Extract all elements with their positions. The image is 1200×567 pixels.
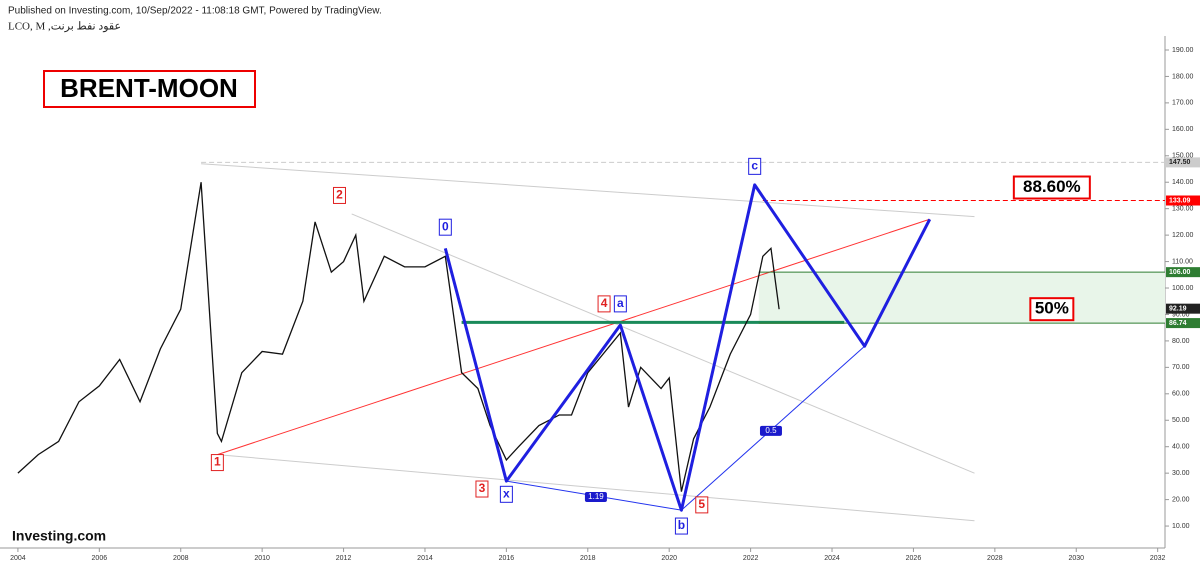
level-label: 92.19	[1169, 306, 1187, 313]
y-tick-label: 70.00	[1172, 364, 1190, 371]
title-box	[43, 70, 256, 108]
y-tick-label: 130.00	[1172, 206, 1194, 213]
point-label: b	[678, 518, 685, 532]
y-tick-label: 170.00	[1172, 100, 1194, 107]
y-tick-label: 140.00	[1172, 179, 1194, 186]
point-label-box	[438, 218, 452, 236]
chart-title: BRENT-MOON	[60, 73, 238, 103]
point-label-box	[674, 517, 688, 535]
point-label-box	[210, 454, 224, 472]
y-tick-label: 10.00	[1172, 523, 1190, 530]
point-label-box	[748, 157, 762, 175]
y-tick-label: 60.00	[1172, 391, 1190, 398]
y-tick-label: 80.00	[1172, 338, 1190, 345]
y-tick-label: 30.00	[1172, 470, 1190, 477]
y-tick-label: 160.00	[1172, 126, 1194, 133]
point-label: 0	[442, 219, 449, 233]
x-tick-label: 2014	[417, 555, 433, 562]
x-tick-label: 2016	[499, 555, 515, 562]
ratio-label-box	[584, 491, 607, 502]
ratio-label-box	[759, 425, 782, 436]
annotation: 88.60%	[1023, 177, 1081, 196]
point-label: 2	[336, 188, 343, 202]
level-badge	[1166, 157, 1200, 168]
y-tick-label: 40.00	[1172, 444, 1190, 451]
annotation-box	[1029, 297, 1075, 322]
x-tick-label: 2028	[987, 555, 1003, 562]
y-tick-label: 100.00	[1172, 285, 1194, 292]
point-label-box	[613, 295, 627, 313]
y-tick-label: 180.00	[1172, 73, 1194, 80]
point-label: x	[503, 486, 510, 500]
x-tick-label: 2008	[173, 555, 189, 562]
trend-line	[201, 163, 975, 218]
annotation: 50%	[1035, 299, 1069, 318]
y-tick-label: 150.00	[1172, 153, 1194, 160]
x-tick-label: 2024	[824, 555, 840, 562]
y-tick-label: 120.00	[1172, 232, 1194, 239]
y-tick-label: 190.00	[1172, 47, 1194, 54]
point-label-box	[695, 496, 709, 514]
harmonic-pattern	[443, 183, 932, 512]
point-label: 5	[698, 497, 705, 511]
level-badge	[1166, 318, 1200, 329]
x-tick-label: 2030	[1068, 555, 1084, 562]
level-label: 133.09	[1169, 197, 1191, 204]
x-tick-label: 2006	[92, 555, 108, 562]
point-label-box	[475, 480, 489, 498]
x-tick-label: 2012	[336, 555, 352, 562]
logo: Investing.com	[12, 528, 106, 544]
target-zone	[758, 272, 1165, 324]
trend-line	[217, 218, 930, 456]
level-badge	[1166, 303, 1200, 314]
y-tick-label: 90.00	[1172, 311, 1190, 318]
point-label: c	[751, 159, 758, 173]
level-label: 86.74	[1169, 320, 1187, 327]
level-badge	[1166, 195, 1200, 206]
x-tick-label: 2022	[743, 555, 759, 562]
symbol: LCO, M ,عقود نفط برنت	[8, 21, 121, 33]
x-tick-label: 2032	[1150, 555, 1166, 562]
point-label: 1	[214, 455, 221, 469]
point-label: a	[617, 296, 624, 310]
x-tick-label: 2010	[254, 555, 270, 562]
x-tick-label: 2018	[580, 555, 596, 562]
y-tick-label: 110.00	[1172, 258, 1193, 265]
y-tick-label: 20.00	[1172, 496, 1190, 503]
annotation-box	[1012, 175, 1091, 200]
point-label: 4	[601, 296, 608, 310]
trend-line	[351, 213, 975, 474]
point-label-box	[499, 485, 513, 503]
x-tick-label: 2020	[661, 555, 677, 562]
ratio-label: 1.19	[588, 492, 604, 501]
level-label: 106.00	[1169, 269, 1191, 276]
price-line	[17, 182, 780, 492]
point-label: 3	[479, 481, 486, 495]
level-badge	[1166, 267, 1200, 278]
published-note: Published on Investing.com, 10/Sep/2022 …	[8, 6, 382, 17]
point-label-box	[597, 295, 611, 313]
trend-line	[217, 454, 975, 522]
y-tick-label: 50.00	[1172, 417, 1190, 424]
point-label-box	[332, 186, 346, 204]
x-tick-label: 2026	[906, 555, 922, 562]
ratio-label: 0.5	[765, 426, 777, 435]
x-tick-label: 2004	[10, 555, 26, 562]
level-label: 147.50	[1169, 159, 1191, 166]
